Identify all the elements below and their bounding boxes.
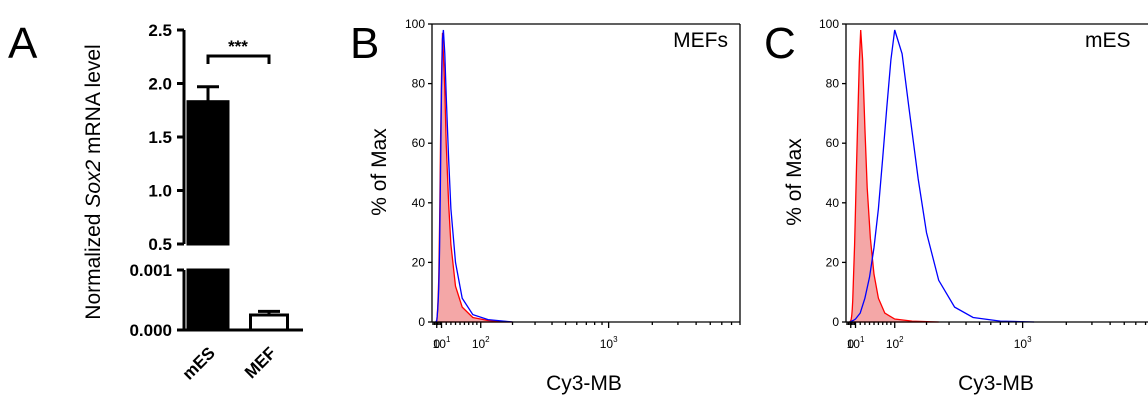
panel-a-letter: A bbox=[8, 19, 38, 68]
bar-mef bbox=[249, 313, 289, 332]
y-tick-label: 2.0 bbox=[148, 75, 172, 94]
panel-c-y-axis-label: % of Max bbox=[783, 138, 806, 226]
panel-c-letter: C bbox=[764, 19, 796, 68]
y-tick-label: 80 bbox=[826, 77, 840, 91]
x-tick-base: 10 bbox=[847, 337, 861, 351]
bar-mes-lower bbox=[186, 268, 230, 332]
y-tick-label: 40 bbox=[826, 196, 840, 210]
y-tick-label: 20 bbox=[412, 255, 426, 269]
y-tick-label: 80 bbox=[412, 77, 426, 91]
y-tick-label: 100 bbox=[405, 17, 425, 31]
x-tick-exponent: 3 bbox=[1027, 335, 1032, 344]
panel-c-sample-label: mES bbox=[1085, 29, 1131, 52]
x-tick-label: 102 bbox=[472, 335, 490, 351]
panel-a-y-label-gene: Sox2 bbox=[82, 159, 105, 207]
panel-b-y-axis-label: % of Max bbox=[368, 128, 391, 216]
x-tick-base: 10 bbox=[433, 337, 447, 351]
x-tick-base: 0 bbox=[433, 337, 440, 351]
x-tick-base: 10 bbox=[886, 337, 900, 351]
x-tick-exponent: 3 bbox=[613, 335, 618, 344]
panel-c-x-axis-label: Cy3-MB bbox=[958, 372, 1034, 395]
x-tick-base: 10 bbox=[1014, 337, 1028, 351]
x-tick-label: 103 bbox=[1014, 335, 1032, 351]
x-tick-exponent: 2 bbox=[899, 335, 904, 344]
panel-b-sample-label: MEFs bbox=[673, 29, 728, 52]
y-tick-label: 0.5 bbox=[148, 235, 172, 254]
panel-a-y-label-suffix: mRNA level bbox=[82, 44, 105, 160]
x-category-label: MEF bbox=[241, 343, 280, 382]
y-tick-label: 20 bbox=[826, 255, 840, 269]
y-tick-label: 2.5 bbox=[148, 21, 172, 40]
x-tick-label: 103 bbox=[600, 335, 618, 351]
x-tick-exponent: 1 bbox=[446, 335, 451, 344]
x-tick-label: 0 bbox=[847, 337, 854, 351]
panel-a-y-axis-label: Normalized Sox2 mRNA level bbox=[82, 44, 105, 319]
panel-a-y-label-prefix: Normalized bbox=[82, 208, 105, 320]
x-tick-base: 0 bbox=[847, 337, 854, 351]
y-tick-label: 1.0 bbox=[148, 182, 172, 201]
significance-bracket bbox=[206, 54, 271, 64]
x-tick-exponent: 2 bbox=[485, 335, 490, 344]
bar-mes bbox=[186, 100, 230, 246]
x-tick-label: 101 bbox=[433, 335, 451, 351]
y-tick-label: 0 bbox=[418, 315, 425, 329]
histogram-outline bbox=[435, 29, 513, 323]
x-tick-label: 102 bbox=[886, 335, 904, 351]
histogram-filled bbox=[434, 32, 513, 323]
panel-b-letter: B bbox=[350, 19, 379, 68]
y-tick-label: 1.5 bbox=[148, 128, 172, 147]
histogram-outline bbox=[849, 29, 1035, 323]
x-category-label: mES bbox=[179, 343, 219, 383]
x-tick-base: 10 bbox=[472, 337, 486, 351]
x-tick-exponent: 1 bbox=[860, 335, 865, 344]
y-tick-label: 100 bbox=[819, 17, 839, 31]
x-tick-base: 10 bbox=[600, 337, 614, 351]
significance-label: *** bbox=[228, 37, 248, 56]
panel-a: A Normalized Sox2 mRNA level 0.5 1.0 1.5 2.… bbox=[8, 19, 303, 384]
y-tick-label: 60 bbox=[826, 136, 840, 150]
y-tick-label: 60 bbox=[412, 136, 426, 150]
histogram-filled bbox=[848, 29, 939, 323]
y-tick-label: 0 bbox=[832, 315, 839, 329]
y-tick-label: 0.001 bbox=[129, 261, 172, 280]
x-tick-label: 101 bbox=[847, 335, 865, 351]
x-tick-label: 0 bbox=[433, 337, 440, 351]
y-tick-label: 40 bbox=[412, 196, 426, 210]
y-tick-label: 0.000 bbox=[129, 321, 172, 340]
panel-a-plot: 0.5 1.0 1.5 2.0 2.5 0.000 0.001 mES MEF *** bbox=[129, 21, 303, 384]
panel-b-x-axis-label: Cy3-MB bbox=[546, 372, 622, 395]
